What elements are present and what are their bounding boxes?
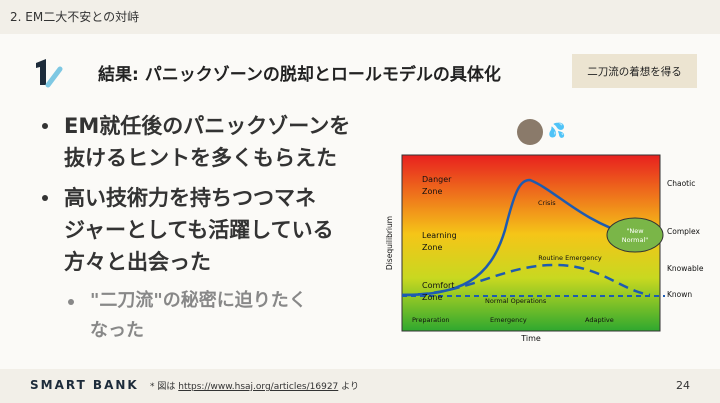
source-link[interactable]: https://www.hsaj.org/articles/16927 [178, 382, 339, 392]
phase-label: Adaptive [585, 316, 614, 324]
bullet-item: 高い技術力を持ちつつマネ ジャーとしても活躍している 方々と出会った [40, 182, 370, 278]
zone-label: Learning [422, 231, 457, 240]
figure: 💦 Danger Zone Learning Zone Comfort Zone Crisi… [385, 119, 704, 342]
bullet-line: 方々と出会った [64, 250, 211, 274]
crisis-curve [401, 178, 631, 297]
bullet-dot [42, 123, 48, 129]
bullet-item: EM就任後のパニックゾーンを 抜けるヒントを多くもらえた [40, 110, 370, 174]
footer-bar [0, 369, 720, 403]
bullet-line: 抜けるヒントを多くもらえた [64, 146, 337, 170]
logo-icon [36, 59, 63, 88]
zone-label: Zone [422, 187, 442, 196]
axis-label: Time [520, 334, 541, 342]
zone-label: Comfort [422, 281, 454, 290]
header-bar [0, 0, 720, 34]
tag: 二刀流の着想を得る [572, 54, 697, 88]
avatar-icon [517, 119, 543, 145]
phase-label: Emergency [490, 316, 527, 324]
zone-label: Zone [422, 293, 442, 302]
curve-label: "New [626, 227, 644, 235]
bullet-dot [42, 195, 48, 201]
routine-curve [401, 263, 651, 297]
bullet-line: ジャーとしても活躍している [64, 218, 334, 242]
bullet-line: "二刀流"の秘密に迫りたく [90, 290, 307, 311]
curve-label: Normal" [622, 236, 649, 244]
level-label: Chaotic [667, 179, 695, 188]
curve-label: Normal Operations [485, 297, 547, 305]
slide-title: 結果: パニックゾーンの脱却とロールモデルの具体化 [98, 65, 501, 85]
sweat-icon: 💦 [548, 121, 565, 139]
note-suffix: より [341, 382, 359, 392]
bullet-line: 高い技術力を持ちつつマネ [64, 186, 316, 210]
bullet-item: "二刀流"の秘密に迫りたく なった [40, 286, 370, 346]
bullet-list: EM就任後のパニックゾーンを 抜けるヒントを多くもらえた 高い技術力を持ちつつマネジ… [40, 110, 370, 354]
note-prefix: * 図は [150, 382, 176, 392]
page-number: 24 [676, 379, 690, 392]
bullet-dot [68, 299, 74, 305]
source-note: * 図は https://www.hsaj.org/articles/16927… [150, 379, 359, 392]
phase-label: Preparation [412, 316, 450, 324]
zone-label: Danger [422, 175, 452, 184]
zone-label: Zone [422, 243, 442, 252]
axis-label: Disequilibrium [385, 216, 394, 270]
curve-label: Crisis [538, 199, 556, 207]
level-label: Complex [667, 227, 700, 236]
cloud [606, 217, 664, 253]
section-title: 2. EM二大不安との対峙 [10, 10, 140, 24]
level-label: Known [667, 290, 692, 299]
bullet-line: なった [90, 320, 144, 341]
brand: SMART BANK [30, 378, 139, 392]
bullet-line: EM就任後のパニックゾーンを [64, 114, 351, 138]
curve-label: Routine Emergency [538, 254, 602, 262]
level-label: Knowable [667, 264, 704, 273]
